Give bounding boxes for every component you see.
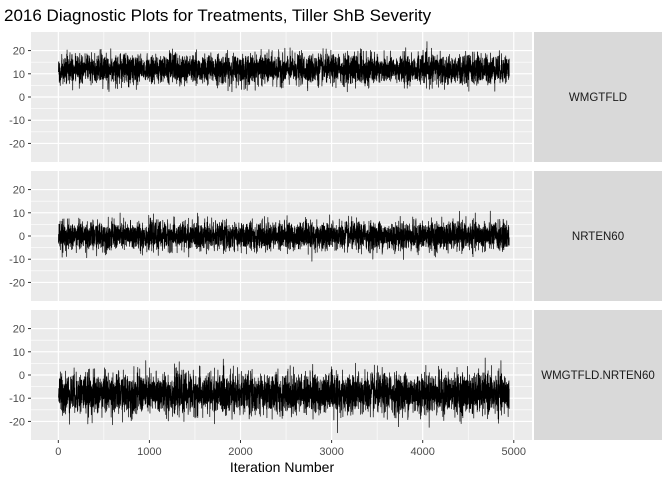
facet-strip-label: NRTEN60	[572, 231, 624, 243]
facet-strip-label: WMGTFLD	[569, 92, 627, 104]
facet-strip-label: WMGTFLD.NRTEN60	[541, 370, 655, 382]
y-tick-label: 10	[13, 347, 25, 359]
facet-strip	[534, 171, 662, 301]
chart-title: 2016 Diagnostic Plots for Treatments, Ti…	[4, 6, 432, 25]
x-tick-label: 5000	[502, 446, 526, 458]
x-tick-label: 2000	[228, 446, 252, 458]
y-tick-label: 20	[13, 185, 25, 197]
x-tick-label: 4000	[410, 446, 434, 458]
y-tick-label: -10	[9, 254, 25, 266]
facet-strip	[534, 32, 662, 162]
facet-strip	[534, 310, 662, 440]
y-tick-label: 20	[13, 46, 25, 58]
trace-line-WMGTFLD.NRTEN60	[58, 357, 510, 434]
y-tick-label: 10	[13, 69, 25, 81]
y-tick-label: -20	[9, 277, 25, 289]
y-tick-label: -20	[9, 138, 25, 150]
x-axis: 0 1000 2000 3000 4000 5000	[55, 440, 526, 458]
y-tick-label: 0	[19, 92, 25, 104]
y-tick-label: -10	[9, 393, 25, 405]
trace-line-NRTEN60	[58, 210, 510, 262]
trace-line-WMGTFLD	[58, 41, 510, 93]
y-tick-label: -20	[9, 416, 25, 428]
y-tick-label: 20	[13, 324, 25, 336]
y-tick-label: 0	[19, 370, 25, 382]
y-tick-label: -10	[9, 115, 25, 127]
facet-panel-0: 20 10 0 -10 -20 WMGTFLD	[9, 32, 662, 162]
x-axis-title: Iteration Number	[230, 459, 335, 475]
facet-panel-1: 20 10 0 -10 -20 NRTEN60	[9, 171, 662, 301]
y-tick-label: 0	[19, 231, 25, 243]
facet-panel-2: 20 10 0 -10 -20 WMGTFLD.NRTEN60	[9, 310, 662, 440]
x-tick-label: 1000	[137, 446, 161, 458]
y-tick-label: 10	[13, 208, 25, 220]
facet-panels: 20 10 0 -10 -20 WMGTFLD 20 10 0 -10 -20 NRTEN60 20 10…	[9, 32, 662, 440]
x-tick-label: 0	[55, 446, 61, 458]
x-tick-label: 3000	[319, 446, 343, 458]
